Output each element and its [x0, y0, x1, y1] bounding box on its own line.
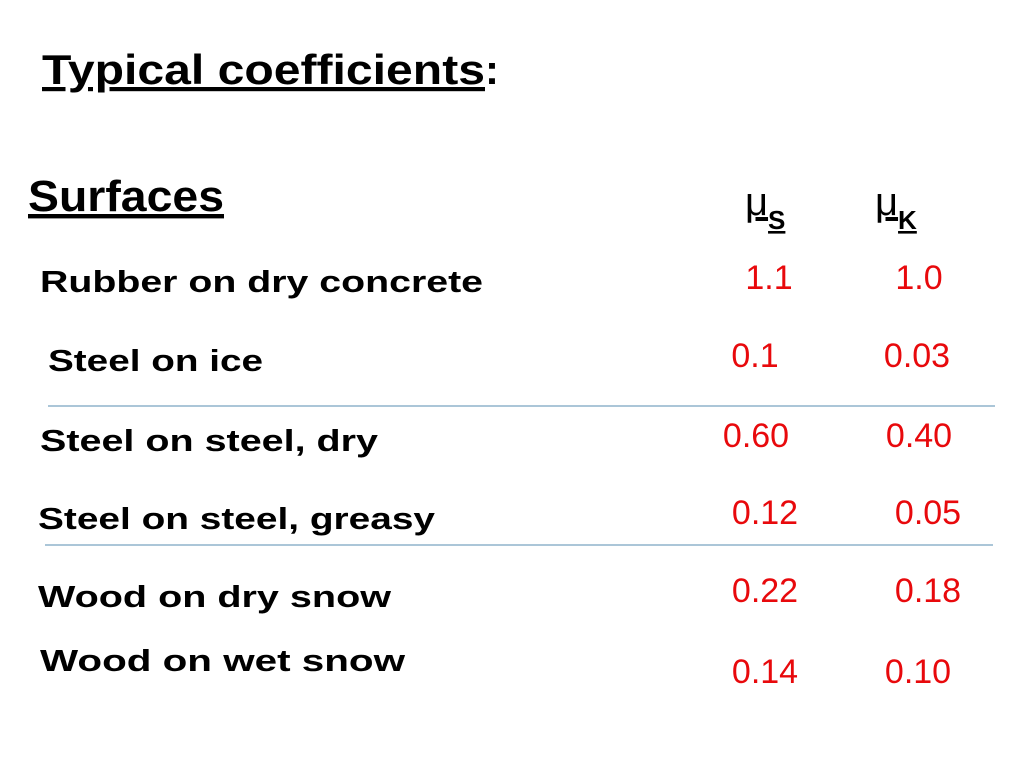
surface-name: Steel on steel, dry: [40, 423, 379, 458]
subscript: S: [768, 205, 785, 235]
static-coefficient: 0.14: [732, 653, 798, 691]
column-header: Surfaces: [28, 172, 224, 221]
surface-name: Wood on dry snow: [38, 579, 392, 614]
surface-name: Wood on wet snow: [40, 643, 406, 678]
static-coefficient: 0.22: [732, 572, 798, 610]
kinetic-coefficient: 0.10: [885, 653, 951, 691]
static-coefficient: 0.60: [723, 417, 789, 455]
kinetic-coefficient: 0.03: [884, 337, 950, 375]
column-header: μK: [875, 180, 917, 235]
title-colon: :: [485, 46, 499, 93]
subscript: K: [898, 205, 917, 235]
title-text: Typical coefficients: [42, 46, 485, 93]
slide-title: Typical coefficients:: [42, 46, 499, 93]
static-coefficient: 0.12: [732, 494, 798, 532]
surface-name: Steel on steel, greasy: [38, 501, 436, 536]
static-coefficient: 1.1: [745, 259, 792, 297]
symbol: μ: [875, 180, 898, 224]
surface-name: Steel on ice: [48, 343, 263, 378]
column-header: μS: [745, 180, 785, 235]
surface-name: Rubber on dry concrete: [40, 264, 483, 299]
kinetic-coefficient: 1.0: [895, 259, 942, 297]
kinetic-coefficient: 0.05: [895, 494, 961, 532]
symbol: μ: [745, 180, 768, 224]
kinetic-coefficient: 0.18: [895, 572, 961, 610]
kinetic-coefficient: 0.40: [886, 417, 952, 455]
static-coefficient: 0.1: [731, 337, 778, 375]
